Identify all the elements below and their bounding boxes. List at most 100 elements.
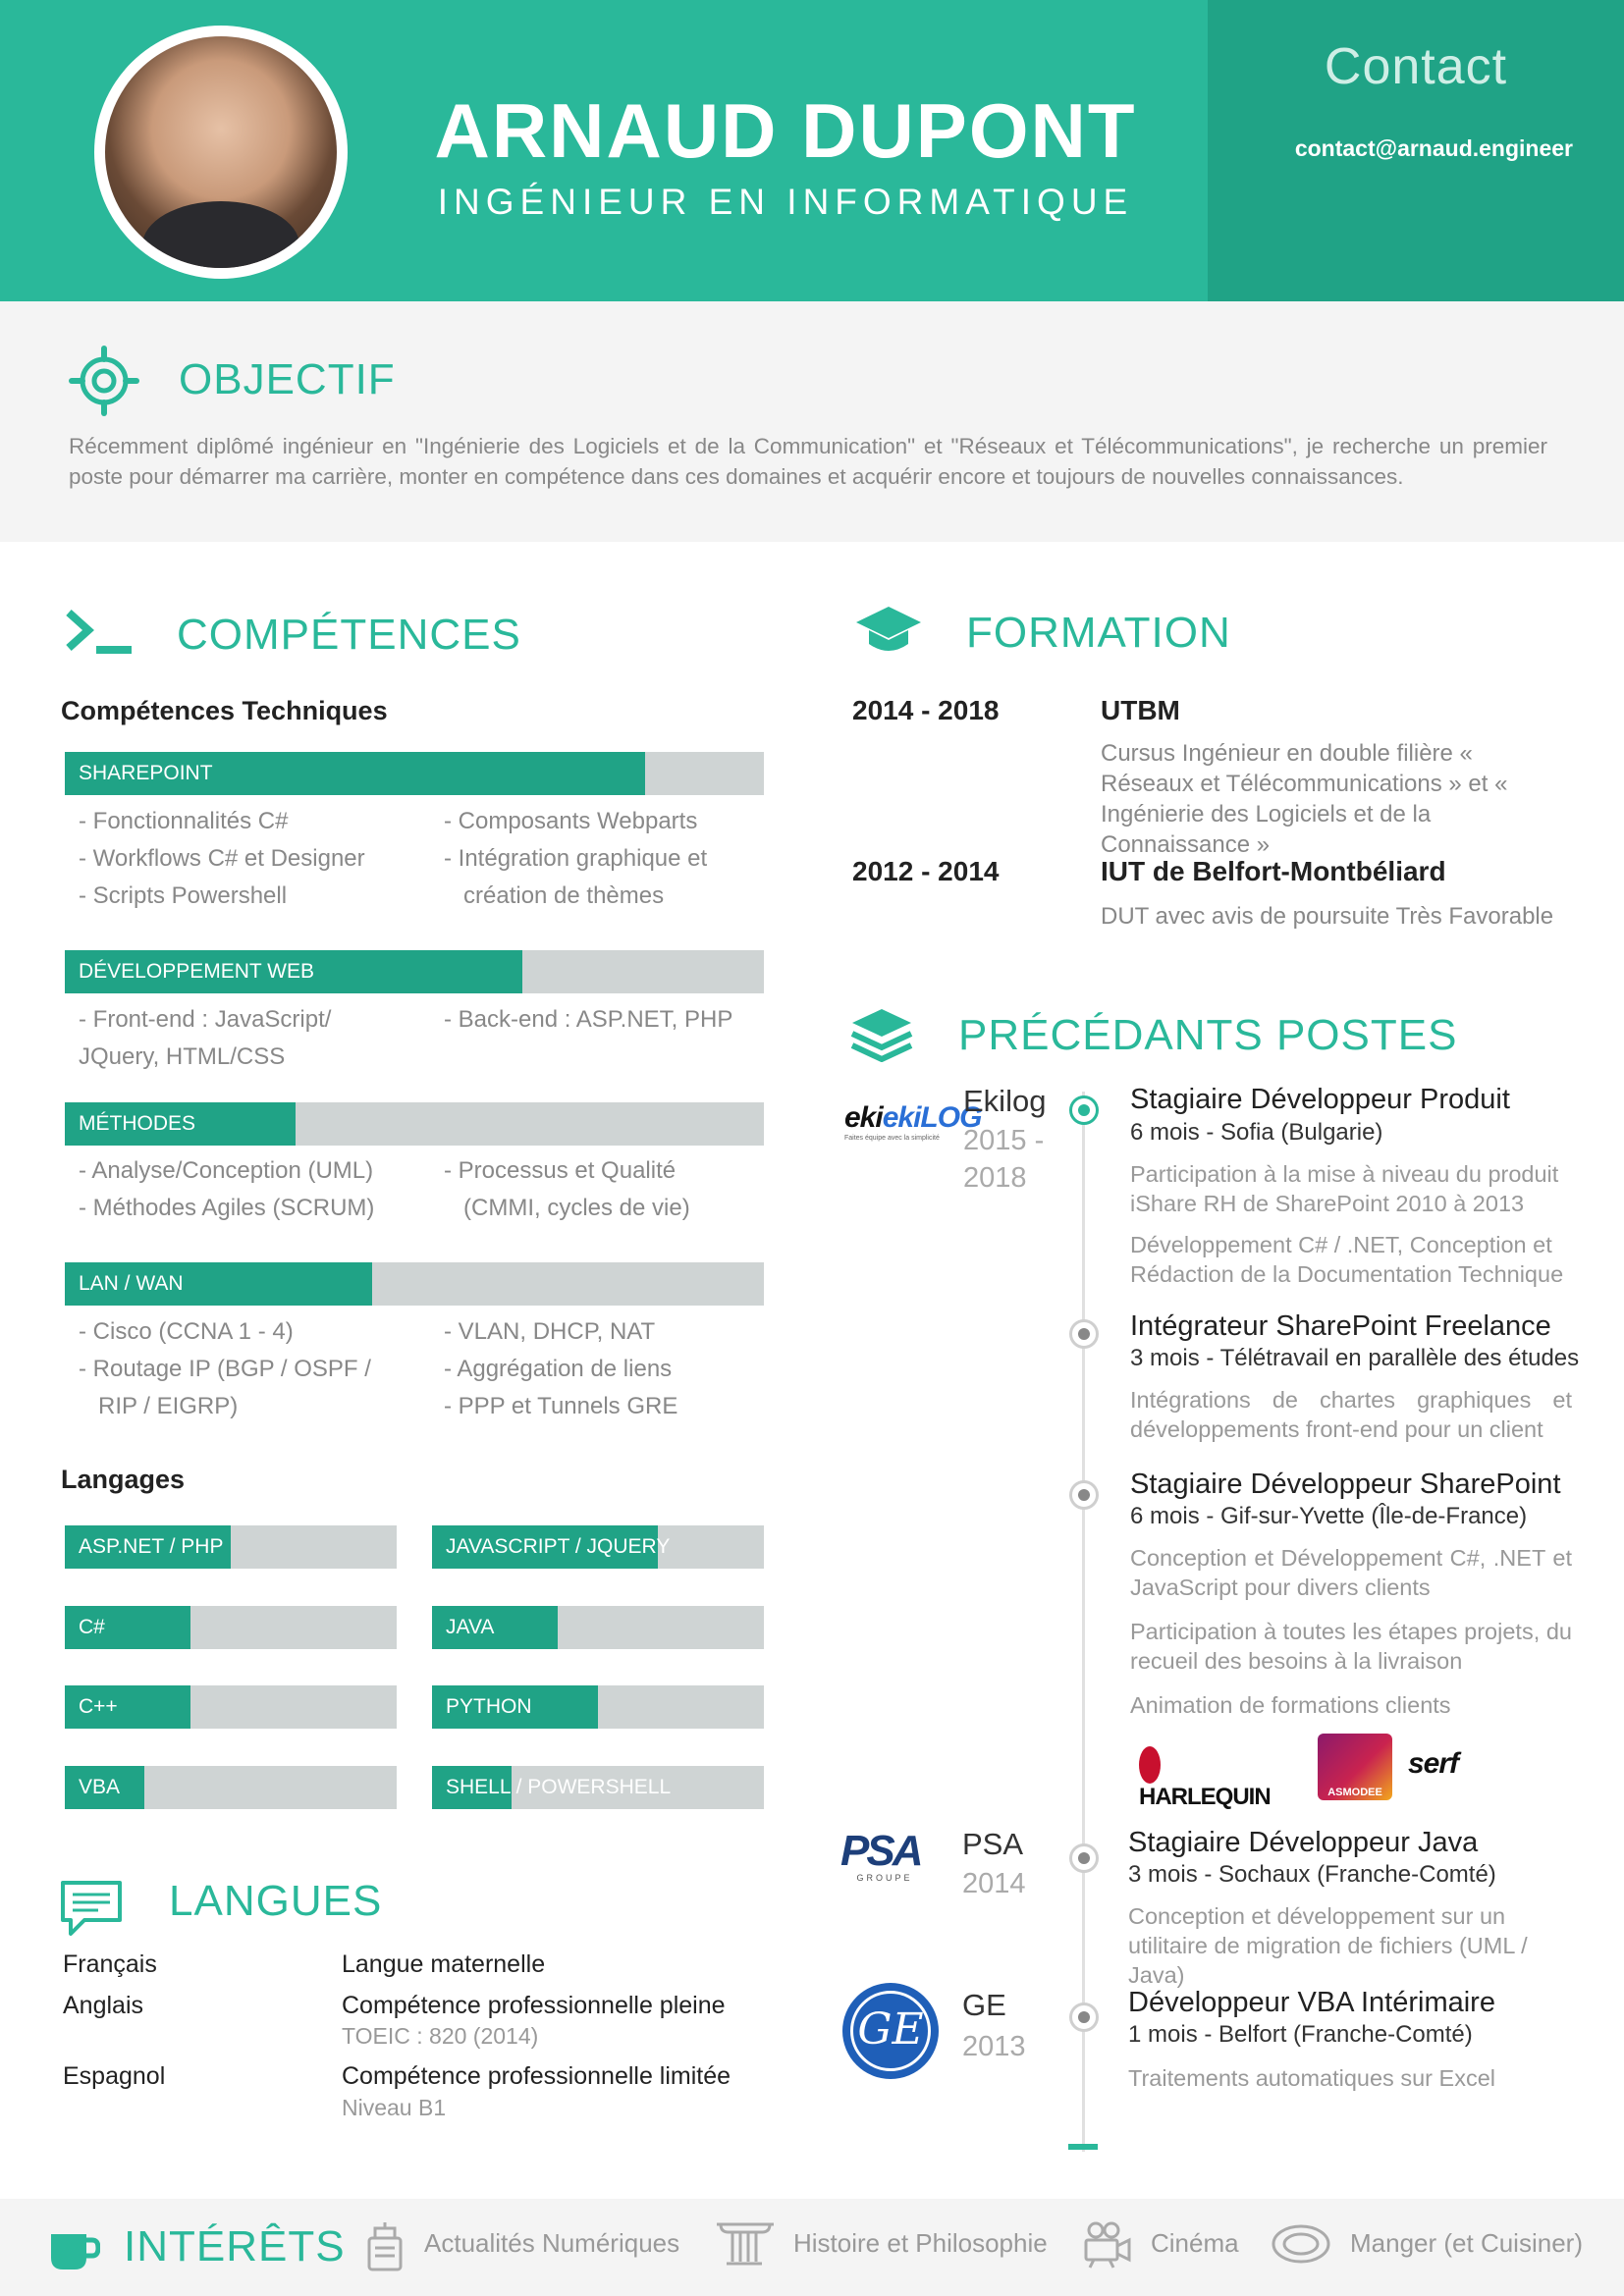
formation-desc: Cursus Ingénieur en double filière « Rés… [1101,740,1508,858]
job-subtitle: 6 mois - Gif-sur-Yvette (Île-de-France) [1130,1503,1528,1529]
language-bar-fill [65,1765,145,1809]
skill-bar-label: LAN / WAN [79,1272,184,1295]
mug-icon [49,2228,100,2273]
ge-logo-text: GE [857,2004,924,2055]
skill-detail: - Back-end : ASP.NET, PHP [444,1006,733,1033]
language-bar: JAVA [432,1605,764,1649]
language-note: TOEIC : 820 (2014) [342,2023,539,2049]
language-bar-fill [432,1685,598,1729]
skill-bar: SHAREPOINT [65,752,764,795]
interets-section [0,2199,1624,2296]
company-years: 2018 [963,1162,1027,1194]
language-bar: VBA [65,1765,397,1809]
skill-bar-fill [65,752,645,795]
objectif-title: OBJECTIF [179,355,396,403]
language-bar-fill [65,1605,191,1649]
job-subtitle: 1 mois - Belfort (Franche-Comté) [1128,2021,1473,2048]
language-bar-fill [432,1525,658,1569]
job-desc: Conception et développement sur un utili… [1128,1903,1528,1988]
person-role: INGÉNIEUR EN INFORMATIQUE [437,182,1134,222]
timeline-dot [1069,1480,1099,1510]
skill-detail: - PPP et Tunnels GRE [444,1393,678,1419]
formation-school: IUT de Belfort-Montbéliard [1101,856,1446,886]
skill-bar-label: DÉVELOPPEMENT WEB [79,960,315,983]
job-subtitle: 3 mois - Sochaux (Franche-Comté) [1128,1861,1496,1888]
skill-detail: création de thèmes [444,882,665,909]
job-desc: Animation de formations clients [1130,1692,1451,1718]
skill-bar-label: SHAREPOINT [79,762,213,784]
timeline-dot [1069,2002,1099,2032]
language-level: Compétence professionnelle pleine [342,1992,726,2019]
objectif-section [0,301,1624,542]
skill-detail: (CMMI, cycles de vie) [444,1195,690,1221]
skill-detail: - Composants Webparts [444,808,698,834]
company-name: Ekilog [963,1084,1047,1118]
language-bar-label: C++ [79,1695,118,1718]
timeline-end [1068,2144,1098,2150]
skill-detail: - Méthodes Agiles (SCRUM) [79,1195,375,1221]
target-icon [69,346,139,416]
formation-title: FORMATION [966,609,1231,657]
skill-detail: - Aggrégation de liens [444,1356,673,1382]
psa-logo-sub: GROUPE [856,1873,913,1883]
job-title: Stagiaire Développeur Produit [1130,1084,1510,1115]
serf-logo-text: serf [1408,1747,1459,1780]
person-name: ARNAUD DUPONT [434,87,1137,174]
psa-logo-text: PSA [840,1827,923,1875]
asmodee-logo-text: ASMODEE [1327,1787,1382,1798]
profile-photo-image [105,36,337,268]
language-note: Niveau B1 [342,2095,447,2120]
contact-email-link[interactable]: contact@arnaud.engineer [1294,135,1573,161]
job-subtitle: 6 mois - Sofia (Bulgarie) [1130,1119,1383,1146]
asmodee-logo: ASMODEE [1318,1734,1392,1800]
interets-title: INTÉRÊTS [124,2222,346,2270]
skill-detail: - VLAN, DHCP, NAT [444,1318,656,1345]
newspaper-icon [363,2220,406,2273]
contact-panel [1208,0,1624,301]
langues-title: LANGUES [169,1877,383,1925]
skill-detail: - Scripts Powershell [79,882,288,909]
language-bar: ASP.NET / PHP [65,1525,397,1569]
technical-skills-heading: Compétences Techniques [61,696,388,725]
formation-years: 2012 - 2014 [852,856,1000,886]
formation-years: 2014 - 2018 [852,695,1000,725]
job-desc: Intégrations de chartes graphiques et dé… [1130,1387,1572,1442]
language-bar-label: SHELL / POWERSHELL [446,1775,672,1798]
language-bar-fill [65,1525,231,1569]
job-desc: Participation à toutes les étapes projet… [1130,1619,1572,1674]
chat-icon [59,1879,124,1940]
skill-detail: - Fonctionnalités C# [79,808,289,834]
language-bar: JAVASCRIPT / JQUERY [432,1525,764,1569]
skill-detail: - Processus et Qualité [444,1157,677,1184]
skill-detail: - Routage IP (BGP / OSPF / [79,1356,371,1382]
job-subtitle: 3 mois - Télétravail en parallèle des ét… [1130,1345,1580,1371]
job-desc: Participation à la mise à niveau du prod… [1130,1161,1559,1216]
language-name: Espagnol [63,2062,166,2090]
dish-icon [1271,2222,1331,2266]
serf-logo: serf [1408,1747,1516,1787]
language-name: Anglais [63,1992,143,2019]
skill-detail: RIP / EIGRP) [79,1393,239,1419]
company-years: 2013 [962,2031,1026,2062]
skill-bar-label: MÉTHODES [79,1112,196,1135]
company-years: 2015 - [963,1125,1045,1156]
timeline-dot [1069,1319,1099,1349]
language-bar-label: JAVASCRIPT / JQUERY [446,1535,671,1558]
layers-icon [850,1007,913,1062]
language-level: Compétence professionnelle limitée [342,2062,731,2090]
graduation-cap-icon [854,603,923,658]
language-bar-label: ASP.NET / PHP [79,1535,224,1558]
language-bar-label: C# [79,1615,105,1638]
language-bar-label: JAVA [446,1615,495,1638]
skill-detail: - Cisco (CCNA 1 - 4) [79,1318,294,1345]
competences-title: COMPÉTENCES [177,611,521,659]
job-desc: Développement C# / .NET, Conception et R… [1130,1232,1564,1287]
skill-detail: JQuery, HTML/CSS [79,1043,286,1070]
column-icon [715,2218,776,2268]
skill-bar: MÉTHODES [65,1102,764,1146]
skill-detail: - Workflows C# et Designer [79,845,365,872]
job-title: Stagiaire Développeur SharePoint [1130,1468,1561,1500]
language-bar: SHELL / POWERSHELL [432,1765,764,1809]
language-bar-label: PYTHON [446,1695,532,1718]
formation-school: UTBM [1101,695,1180,725]
